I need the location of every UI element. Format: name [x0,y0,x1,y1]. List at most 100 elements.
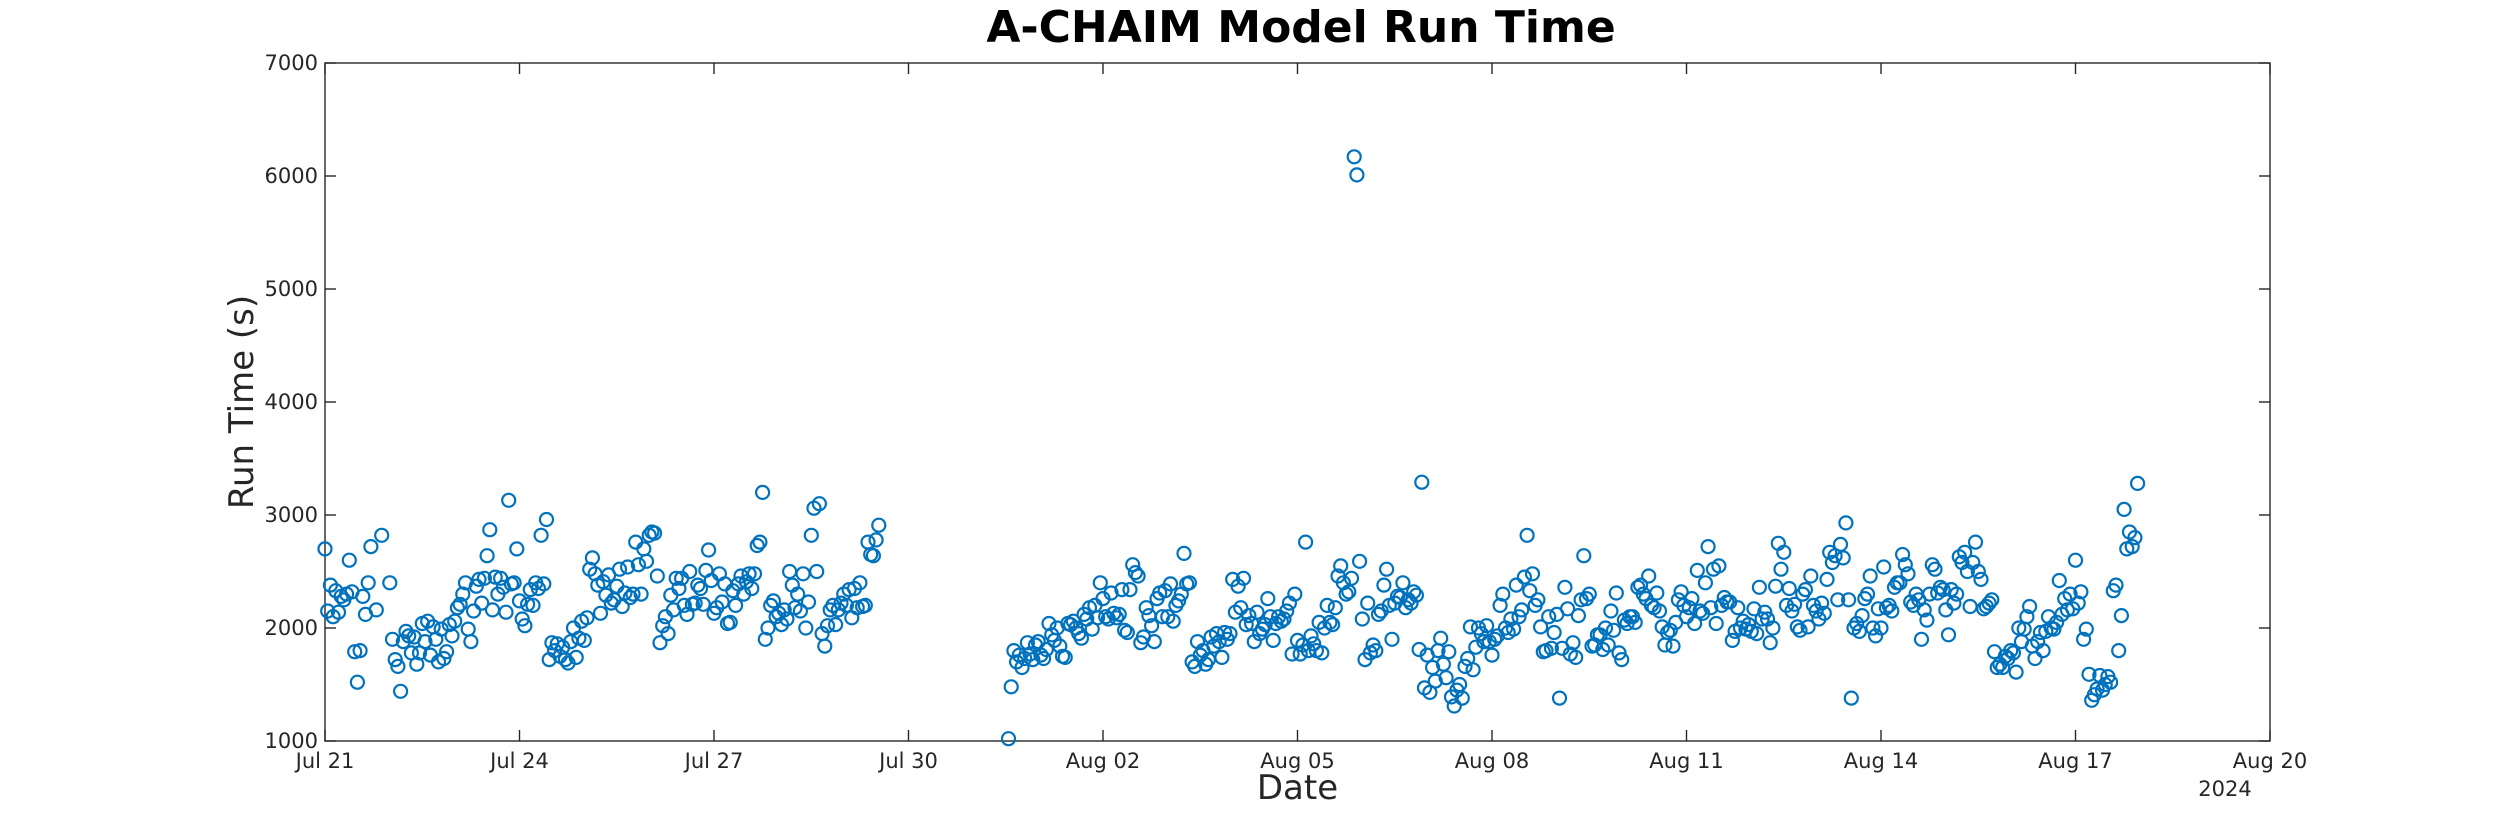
data-point [868,532,884,548]
data-point [1038,641,1054,658]
data-point [538,511,555,528]
data-point [1057,649,1073,666]
data-point [1376,577,1392,593]
data-point [1524,566,1541,582]
data-point [646,525,663,541]
data-point [754,484,771,500]
y-tick-label: 7000 [265,51,318,75]
data-point [1368,642,1384,659]
data-point [1697,575,1714,591]
data-point [1505,621,1522,637]
data-point [2019,609,2035,625]
y-axis: 1000 2000 3000 4000 5000 6000 7000 [265,51,2270,753]
data-point [1938,602,1954,618]
data-point [1927,561,1943,577]
data-point [1541,609,1557,625]
data-point [1014,659,1030,676]
data-point [1238,616,1254,633]
data-point [1757,604,1773,620]
data-point [1581,586,1597,602]
data-point [536,576,552,592]
data-point [1522,583,1538,599]
data-point [1565,635,1581,651]
data-point [1781,580,1797,597]
data-point [360,575,376,591]
data-point [466,603,482,619]
data-point [349,674,365,690]
data-point [384,631,401,647]
data-point [1603,603,1619,619]
data-point [790,586,806,602]
data-point [700,542,717,558]
data-point [1703,600,1719,616]
data-point [1089,610,1106,626]
data-point [1508,577,1524,593]
data-point [1433,630,1449,646]
data-point [1730,600,1746,616]
data-point [1333,558,1349,574]
data-point [668,570,684,586]
data-point [2111,642,2127,659]
data-point [2073,584,2089,600]
data-point [1214,649,1230,666]
data-point [1932,579,1949,595]
data-point [803,527,819,543]
data-point [1322,614,1338,631]
data-point [1665,638,1681,654]
data-point [1162,576,1179,592]
data-point [1659,624,1676,641]
data-point [2027,650,2043,667]
data-point [1122,581,1138,598]
data-point [2103,674,2119,690]
data-point [387,651,403,668]
data-point [2124,538,2140,555]
data-point [1916,602,1932,618]
data-point [1559,601,1576,617]
data-point [1276,611,1292,627]
data-point [1306,636,1322,652]
x-tick-label: Aug 02 [1066,749,1140,773]
data-point [1324,616,1341,633]
data-point [752,534,768,550]
data-point [1773,561,1789,577]
data-point [1724,632,1741,649]
data-point [2076,631,2092,647]
data-point [2051,572,2067,589]
data-point [1462,619,1479,635]
x-tick-label: Aug 08 [1455,749,1529,773]
data-point [463,633,479,650]
data-point [1222,625,1238,642]
plot-area-frame [324,62,2271,742]
data-point [1813,595,1830,611]
data-point [1414,474,1430,490]
data-point [1360,595,1376,611]
data-point [2130,475,2146,491]
data-point [1265,632,1281,649]
data-point [1792,622,1808,638]
data-point [498,604,514,620]
data-point [2067,552,2084,568]
x-tick-label: Aug 14 [1844,749,1918,773]
data-point [1327,600,1343,616]
data-point [1913,631,1930,647]
y-tick-label: 3000 [265,503,318,527]
data-point [1684,590,1700,607]
data-point [517,618,533,634]
data-point [460,621,476,637]
data-point [1597,620,1614,636]
data-point [2062,586,2078,602]
data-point [1511,609,1527,625]
data-point [1851,623,1868,640]
data-point [2113,607,2129,624]
data-point [482,522,498,538]
data-point [1546,624,1562,641]
data-point [852,575,868,591]
data-point [1408,587,1425,603]
data-point [1165,613,1181,629]
data-point [1973,571,1989,588]
data-point [1835,550,1851,566]
data-point [1786,596,1803,612]
data-point [479,548,495,564]
data-point [1130,568,1146,584]
data-point [1935,581,1951,598]
